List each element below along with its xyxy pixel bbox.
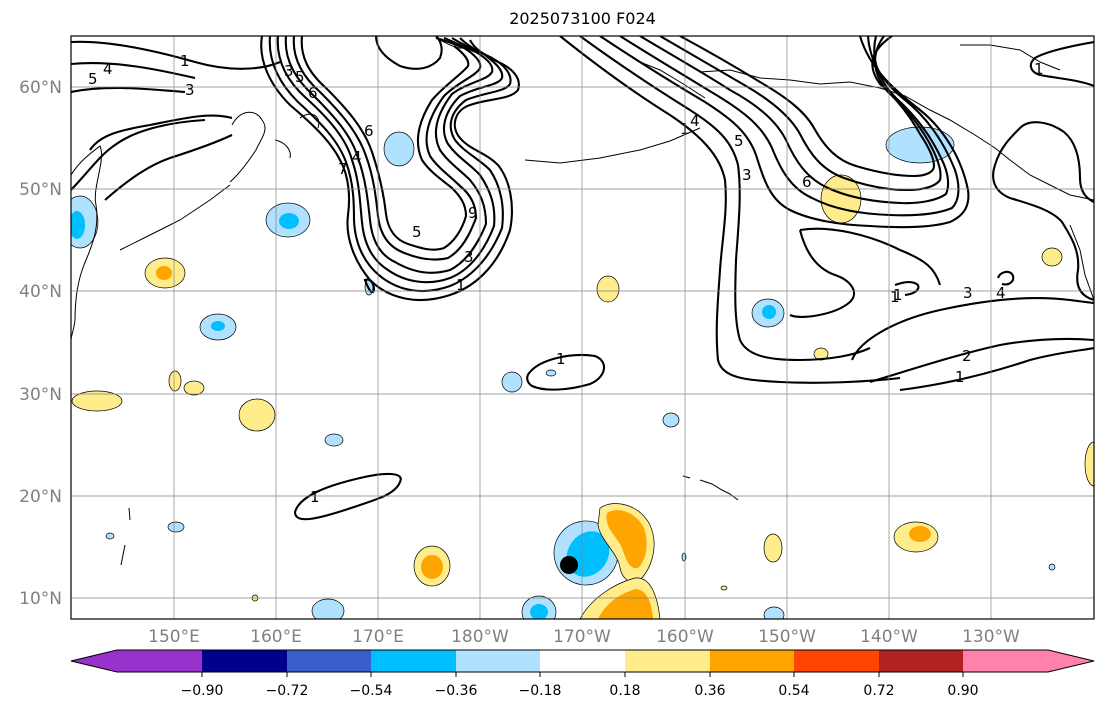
- contour-label: 3: [464, 248, 474, 266]
- contour-label: 1: [890, 288, 900, 306]
- lon-label: 140°W: [860, 627, 918, 647]
- colorbar-segment: [1048, 650, 1094, 672]
- lon-label: 150°E: [148, 627, 200, 647]
- contour-label: 4: [690, 112, 700, 130]
- contour-label: 7: [338, 160, 348, 178]
- colorbar-segment: [456, 650, 540, 672]
- colorbar-segment: [117, 650, 202, 672]
- latitude-labels: 60°N 50°N 40°N 30°N 20°N 10°N: [19, 78, 62, 609]
- colorbar-segment: [625, 650, 710, 672]
- lat-label: 50°N: [19, 180, 62, 200]
- colorbar-segment: [710, 650, 794, 672]
- colorbar-segment: [963, 650, 1048, 672]
- contour-label: 3: [185, 81, 195, 99]
- lon-label: 130°W: [962, 627, 1020, 647]
- colorbar-tick-label: 0.18: [609, 683, 640, 699]
- colorbar-tick-label: −0.18: [519, 683, 562, 699]
- colorbar-segment: [879, 650, 963, 672]
- colorbar-tick-label: −0.36: [435, 683, 478, 699]
- contour-label: 5: [412, 223, 422, 241]
- lon-label: 150°W: [758, 627, 816, 647]
- lon-label: 160°W: [656, 627, 714, 647]
- contour-label: 5: [734, 132, 744, 150]
- contour-label: 5: [295, 68, 305, 86]
- lon-label: 170°W: [553, 627, 611, 647]
- lon-label: 170°E: [352, 627, 404, 647]
- lat-label: 20°N: [19, 487, 62, 507]
- contour-label: 6: [308, 84, 318, 102]
- colorbar-tick-label: 0.54: [778, 683, 809, 699]
- lat-label: 30°N: [19, 385, 62, 405]
- contour-label: 6: [364, 122, 374, 140]
- positive-shading: [71, 174, 1094, 619]
- colorbar-tick-label: 0.72: [863, 683, 894, 699]
- contour-label: 3: [284, 62, 294, 80]
- colorbar-segment: [540, 650, 625, 672]
- location-marker: [560, 556, 578, 574]
- colorbar-segment: [202, 650, 287, 672]
- lat-label: 40°N: [19, 282, 62, 302]
- contour-label: 1: [893, 286, 903, 304]
- colorbar-tick-label: 0.90: [947, 683, 978, 699]
- lat-label: 60°N: [19, 78, 62, 98]
- contour-label: 3: [963, 284, 973, 302]
- contour-label: 1: [310, 488, 320, 506]
- contour-label: 4: [996, 284, 1006, 302]
- colorbar-ticks: [201, 672, 964, 677]
- contour-label: 1: [456, 276, 466, 294]
- lon-label: 180°W: [451, 627, 509, 647]
- contour-label: 5: [88, 70, 98, 88]
- map-title: 2025073100 F024: [509, 9, 656, 28]
- colorbar-segment: [287, 650, 371, 672]
- contour-label: 4: [103, 60, 113, 78]
- colorbar-tick-label: −0.72: [266, 683, 309, 699]
- contour-labels: 1 4 5 3 6 7 4 5 3 1 6 9 5 3 1 1 1 4 5 3 …: [88, 52, 1044, 506]
- contour-label: 3: [742, 166, 752, 184]
- map-frame: [70, 35, 1095, 620]
- colorbar-segment: [794, 650, 879, 672]
- longitude-labels: 150°E 160°E 170°E 180°W 170°W 160°W 150°…: [148, 627, 1020, 647]
- colorbar-tick-label: −0.54: [350, 683, 393, 699]
- colorbar-segment: [371, 650, 456, 672]
- contour-label: 6: [802, 173, 812, 191]
- lon-label: 160°E: [250, 627, 302, 647]
- contour-label: 9: [468, 204, 478, 222]
- gridlines: [71, 36, 1094, 619]
- contour-label: 1: [556, 350, 566, 368]
- colorbar-tick-label: −0.90: [181, 683, 224, 699]
- contour-label: 1: [1034, 60, 1044, 78]
- colorbar: −0.90 −0.72 −0.54 −0.36 −0.18 0.18 0.36 …: [70, 649, 1095, 699]
- contour-label: 4: [352, 148, 362, 166]
- colorbar-outline: [70, 649, 1095, 673]
- contour-label: 2: [962, 347, 972, 365]
- colorbar-tick-label: 0.36: [694, 683, 725, 699]
- contour-label: 1: [180, 52, 190, 70]
- colorbar-segment: [71, 650, 117, 672]
- contour-label: 1: [955, 368, 965, 386]
- lat-label: 10°N: [19, 589, 62, 609]
